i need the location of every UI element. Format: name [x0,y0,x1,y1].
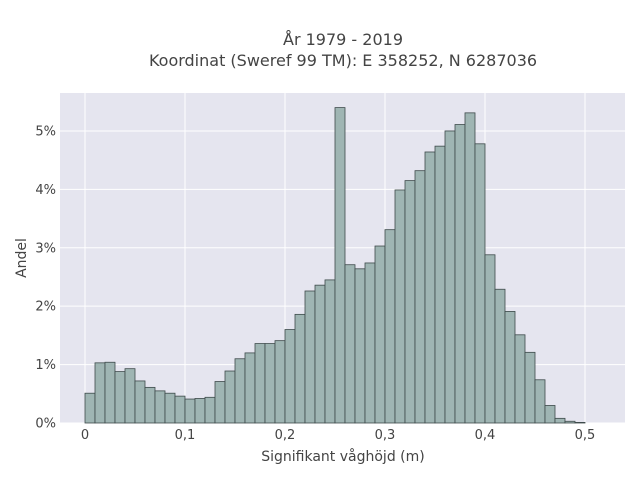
y-tick-label: 3% [35,241,56,256]
histogram-bar [174,395,186,424]
histogram-bar [404,180,416,424]
x-axis-title: Signifikant våghöjd (m) [261,448,424,465]
x-tick-label: 0,1 [175,428,196,443]
histogram-bar [574,422,586,424]
histogram-bar [214,381,226,424]
histogram-bar [84,392,96,424]
histogram-bar [104,361,116,424]
histogram-bar [374,245,386,424]
histogram-bar [274,340,286,424]
x-tick-label: 0,4 [475,428,496,443]
histogram-bar [284,329,296,424]
histogram-bar [164,392,176,424]
histogram-bar [264,343,276,424]
y-tick-label: 0% [35,417,56,432]
histogram-bar [364,262,376,424]
histogram-bar [444,130,456,424]
histogram-bar [344,264,356,424]
histogram-bar [354,268,366,424]
histogram-bars [84,107,586,424]
histogram-bar [534,379,546,424]
histogram-bar [384,229,396,424]
histogram-bar [564,420,576,424]
histogram-bar [334,107,346,424]
histogram-bar [94,362,106,424]
chart-title: År 1979 - 2019 [283,30,403,49]
histogram-bar [554,417,566,424]
x-tick-label: 0,5 [575,428,596,443]
histogram-bar [434,145,446,424]
histogram-bar [464,112,476,424]
histogram-bar [454,124,466,424]
y-tick-label: 5% [35,124,56,139]
histogram-bar [204,396,216,424]
histogram-bar [514,334,526,424]
y-axis-title: Andel [14,238,30,278]
histogram-bar [484,254,496,424]
histogram-bar [154,390,166,424]
histogram-bar [124,368,136,424]
histogram-bar [134,380,146,424]
axis-ticks: 0 0,1 0,2 0,3 0,4 0,5 0% 1% 2% 3% 4% 5% [35,124,595,443]
chart-subtitle: Koordinat (Sweref 99 TM): E 358252, N 62… [149,51,537,70]
histogram-bar [254,343,266,424]
histogram-bar [394,189,406,424]
histogram-bar [114,371,126,424]
y-tick-label: 1% [35,358,56,373]
histogram-bar [324,279,336,424]
y-tick-label: 2% [35,300,56,315]
histogram-bar [524,351,536,424]
histogram-bar [544,405,556,424]
histogram-bar [234,358,246,424]
histogram-bar [224,370,236,424]
histogram-bar [314,284,326,424]
histogram-bar [144,386,156,424]
histogram-bar [244,352,256,424]
histogram-bar [494,288,506,424]
histogram-bar [304,290,316,424]
histogram-bar [424,151,436,424]
histogram-bar [504,311,516,424]
histogram-bar [184,398,196,424]
x-tick-label: 0,2 [275,428,296,443]
x-tick-label: 0,3 [375,428,396,443]
x-tick-label: 0 [81,428,89,443]
histogram-bar [414,170,426,424]
histogram-bar [294,313,306,424]
y-tick-label: 4% [35,183,56,198]
histogram-bar [194,398,206,424]
histogram-bar [474,143,486,424]
